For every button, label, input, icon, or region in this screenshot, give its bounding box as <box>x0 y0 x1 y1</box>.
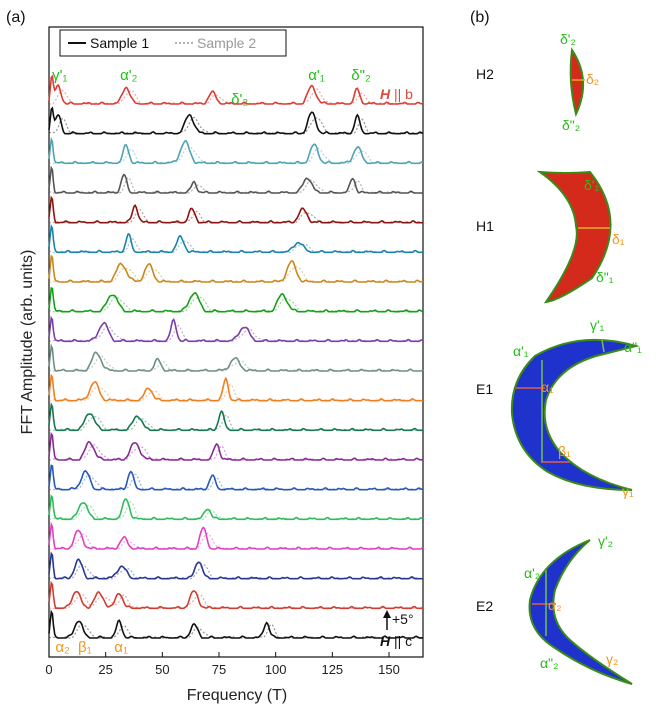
fs-label-e2-1: α'₂ <box>524 565 540 581</box>
bottom-peak-label-2: α₁ <box>114 639 128 656</box>
bottom-peak-labels: α₂ β₁ α₁ <box>55 639 128 656</box>
plot-frame <box>48 26 424 658</box>
fs-label-h2-0: δ'₂ <box>560 31 576 47</box>
trace-sample2-2 <box>48 563 423 580</box>
trace-sample2-16 <box>49 145 424 164</box>
fs-label-e2-3: α"₂ <box>540 655 559 671</box>
fs-shape-h1 <box>536 170 612 304</box>
trace-sample1-16 <box>48 136 424 165</box>
trace-sample1-12 <box>48 254 423 283</box>
top-peak-label-3: α'₁ <box>308 67 325 84</box>
trace-sample1-15 <box>48 165 424 194</box>
trace-sample2-13 <box>49 238 424 253</box>
trace-sample2-17 <box>48 116 424 135</box>
step-arrow <box>383 610 391 630</box>
fermi-surfaces: H2 δ'₂ δ₂ δ"₂ H1 δ'₁ δ₁ δ"₁ E1 γ'₁ α'₁ α… <box>476 31 642 685</box>
trace-sample1-3 <box>48 521 424 551</box>
fs-shape-e2 <box>528 539 633 685</box>
fs-name-h1: H1 <box>476 218 494 234</box>
y-axis-title: FFT Amplitude (arb. units) <box>19 250 36 435</box>
top-peak-label-2: δ'₂ <box>231 91 248 108</box>
fs-shape-e1 <box>510 338 640 491</box>
x-axis-ticks: 0 25 50 75 100 125 150 <box>45 652 400 677</box>
trace-sample2-15 <box>48 176 424 194</box>
fs-label-e1-2: α"₁ <box>624 339 642 355</box>
trace-sample2-14 <box>49 208 424 224</box>
top-peak-labels: γ'₁ α'₂ δ'₂ α'₁ δ"₂ <box>52 67 371 108</box>
fs-name-e1: E1 <box>476 381 493 397</box>
trace-sample1-1 <box>48 580 423 610</box>
x-tick-label-5: 125 <box>321 662 343 677</box>
trace-sample1-14 <box>48 195 423 224</box>
trace-sample1-13 <box>48 223 423 254</box>
traces-group <box>48 74 424 639</box>
step-label: +5° <box>392 611 414 627</box>
panel-label-b: (b) <box>470 9 490 26</box>
panel-label-a: (a) <box>6 9 26 26</box>
x-tick-label-3: 75 <box>212 662 226 677</box>
top-peak-label-0: γ'₁ <box>52 67 67 84</box>
trace-sample2-4 <box>49 500 423 520</box>
x-tick-label-6: 150 <box>378 662 400 677</box>
field-label-top: H || b <box>380 86 413 102</box>
trace-sample1-18 <box>48 74 424 105</box>
x-tick-label-2: 50 <box>155 662 169 677</box>
fs-label-e1-1: α'₁ <box>513 343 529 359</box>
trace-sample2-0 <box>48 623 423 639</box>
x-tick-label-1: 25 <box>98 662 112 677</box>
trace-sample1-4 <box>48 494 424 521</box>
trace-sample1-5 <box>48 464 424 491</box>
top-peak-label-4: δ"₂ <box>351 67 371 84</box>
trace-sample2-8 <box>49 383 423 402</box>
field-label-bottom: H || c <box>380 633 412 649</box>
legend-label-sample2: Sample 2 <box>197 35 256 51</box>
fs-label-e2-4: γ₂ <box>606 651 618 667</box>
trace-sample1-8 <box>48 373 423 402</box>
fs-label-h1-1: δ₁ <box>612 231 625 247</box>
trace-sample1-9 <box>48 343 424 372</box>
x-tick-label-0: 0 <box>45 662 52 677</box>
x-axis-title: Frequency (T) <box>187 687 287 704</box>
trace-sample1-11 <box>48 286 424 313</box>
top-peak-label-1: α'₂ <box>120 67 138 84</box>
fs-label-h1-2: δ"₁ <box>596 269 614 285</box>
fs-label-e1-5: γ₁ <box>622 483 634 499</box>
bottom-peak-label-1: β₁ <box>78 639 92 656</box>
trace-sample1-7 <box>48 402 423 432</box>
trace-sample2-7 <box>48 414 424 431</box>
legend: Sample 1 Sample 2 <box>59 29 287 57</box>
trace-sample1-0 <box>48 609 424 639</box>
trace-sample1-17 <box>48 106 424 135</box>
fs-label-e2-0: γ'₂ <box>598 533 613 549</box>
fs-label-h2-1: δ₂ <box>586 71 599 87</box>
trace-sample2-10 <box>49 324 423 342</box>
trace-sample2-12 <box>49 266 423 283</box>
trace-sample2-5 <box>48 473 423 491</box>
legend-label-sample1: Sample 1 <box>90 35 149 51</box>
fs-label-e1-3: α₁ <box>541 379 554 395</box>
fs-label-e2-2: α₂ <box>548 597 562 613</box>
fs-name-h2: H2 <box>476 66 494 82</box>
fs-label-e1-0: γ'₁ <box>590 317 605 333</box>
trace-sample2-6 <box>49 444 423 461</box>
fs-shape-h2 <box>569 47 585 117</box>
fs-label-h2-2: δ"₂ <box>562 117 580 133</box>
fs-label-h1-0: δ'₁ <box>584 177 599 193</box>
fs-name-e2: E2 <box>476 598 493 614</box>
trace-sample1-10 <box>48 315 424 343</box>
trace-sample1-6 <box>48 431 424 461</box>
x-tick-label-4: 100 <box>265 662 287 677</box>
fs-label-e1-4: β₁ <box>558 443 571 459</box>
bottom-peak-label-0: α₂ <box>55 639 70 656</box>
trace-sample1-2 <box>48 551 423 580</box>
